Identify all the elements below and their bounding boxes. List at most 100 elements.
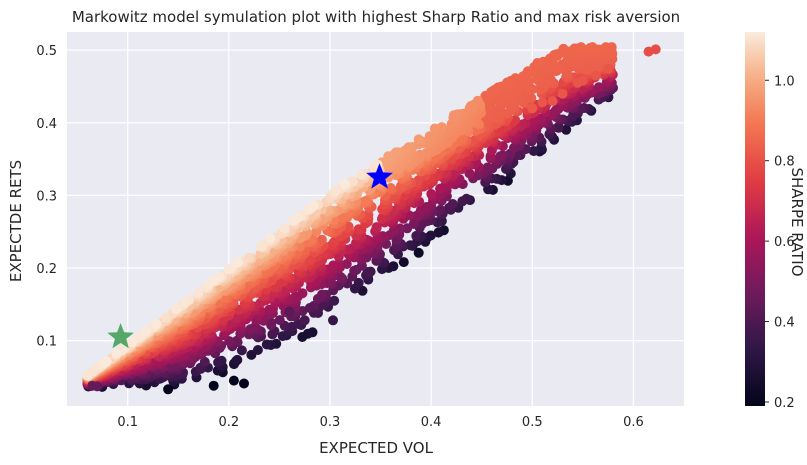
scatter-point [163,384,174,395]
x-tick-label: 0.1 [117,415,138,430]
scatter-point [448,110,459,121]
scatter-point [274,315,285,326]
scatter-point [193,288,204,299]
scatter-point [568,110,578,121]
scatter-point [231,258,242,268]
scatter-point [576,42,586,53]
scatter-point [127,336,138,347]
scatter-point [383,151,394,162]
scatter-point [527,103,538,114]
scatter-point [343,221,354,232]
scatter-point [302,328,313,339]
scatter-point [160,312,171,323]
colorbar-ticks: 0.2 0.4 0.6 0.8 1.0 [765,74,795,411]
y-tick-label: 0.4 [36,117,57,132]
scatter-point [356,169,367,180]
scatter-point [528,146,539,156]
scatter-point [371,222,382,233]
scatter-point [261,339,272,350]
scatter-point [279,223,290,234]
scatter-point [417,218,428,229]
scatter-point [388,225,399,236]
scatter-point [353,224,364,235]
scatter-point [591,70,601,81]
scatter-point [151,318,162,329]
scatter-point [245,324,256,335]
scatter-point [329,295,340,306]
scatter-point [357,285,368,296]
scatter-point [558,43,569,54]
scatter-point [465,101,476,111]
scatter-point [330,185,341,196]
scatter-point [650,44,661,55]
scatter-point [603,64,614,74]
colorbar-tick-label: 0.2 [774,396,795,411]
y-tick-label: 0.5 [36,44,57,59]
scatter-point [411,230,422,241]
scatter-point [171,304,181,315]
highlight-markers [107,163,393,349]
scatter-point [216,355,227,366]
x-axis-ticks: 0.1 0.2 0.3 0.4 0.5 0.6 [117,415,643,430]
scatter-point [561,124,572,135]
scatter-point [335,271,346,282]
scatter-point [600,42,611,53]
scatter-point [549,50,560,60]
max-sharpe-star-marker [366,163,393,189]
scatter-point [482,162,493,173]
colorbar-label: SHARPE RATIO [788,167,806,276]
scatter-point [464,168,475,179]
scatter-point [208,275,219,286]
scatter-point [87,380,98,391]
scatter-point [292,212,303,223]
scatter-point [415,205,426,216]
scatter-point [385,183,396,193]
scatter-point [199,356,210,367]
y-axis-label: EXPECTDE RETS [7,160,25,282]
scatter-point [239,378,249,389]
scatter-point [502,77,513,88]
scatter-point [252,345,263,355]
scatter-point [572,77,583,88]
scatter-point [265,232,276,243]
scatter-point [317,289,327,300]
scatter-point [492,83,503,93]
scatter-point [208,380,219,391]
scatter-point [141,326,152,337]
y-axis-ticks: 0.1 0.2 0.3 0.4 0.5 [36,44,57,349]
scatter-point [413,134,424,145]
scatter-point [299,315,310,326]
scatter-point [413,175,424,186]
scatter-point [434,227,444,238]
scatter-point [308,200,319,211]
scatter-point [277,331,288,342]
colorbar-tick-label: 1.0 [774,74,795,89]
min-variance-star-marker [107,323,134,349]
scatter-point [413,247,424,258]
scatter-point [228,375,239,386]
scatter-point [349,265,360,276]
scatter-point [359,196,370,207]
scatter-point [550,105,561,116]
scatter-point [435,183,446,194]
scatter-point [180,297,191,308]
scatter-point [82,370,93,381]
x-tick-label: 0.3 [320,415,341,430]
colorbar-tick-label: 0.8 [774,155,795,170]
scatter-point [537,97,548,108]
scatter-point [593,82,604,93]
colorbar-tick-label: 0.4 [774,316,795,331]
scatter-point [426,189,437,199]
y-tick-label: 0.3 [36,189,57,204]
scatter-point [532,58,543,68]
scatter-point [429,123,440,134]
y-tick-label: 0.1 [36,335,57,350]
scatter-point [402,223,413,234]
scatter-point [547,96,558,106]
scatter-point [587,42,598,53]
scatter-point [457,196,468,207]
scatter-point [111,348,122,359]
scatter-point [398,257,409,268]
scatter-point [447,199,458,209]
